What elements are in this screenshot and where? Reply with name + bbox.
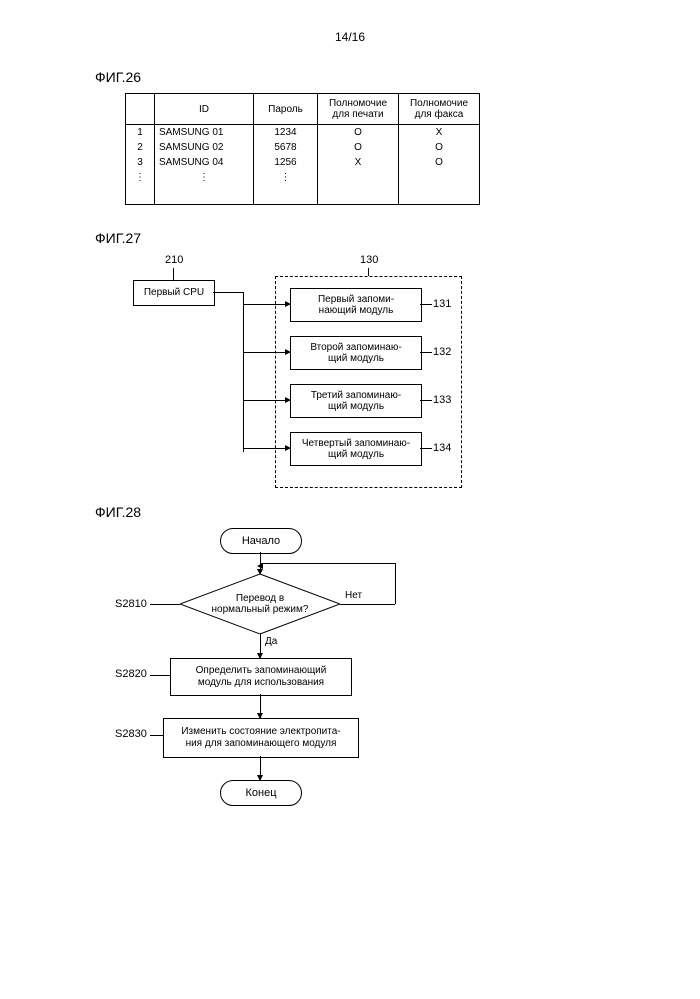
leader-line (420, 304, 432, 305)
connector (243, 352, 290, 353)
cell (399, 170, 480, 205)
decision-text: Перевод в нормальный режим? (180, 574, 340, 634)
cell: ⋮ (126, 170, 155, 205)
cell: 1234 (254, 125, 318, 141)
col-print-header: Полномочие для печати (318, 94, 399, 125)
cell: SAMSUNG 04 (155, 155, 254, 170)
connector (243, 448, 290, 449)
connector (243, 292, 244, 452)
col-password-header: Пароль (254, 94, 318, 125)
cell: O (318, 125, 399, 141)
cell: SAMSUNG 02 (155, 140, 254, 155)
leader-line (150, 604, 180, 605)
leader-line (420, 448, 432, 449)
arrowhead-left-icon (257, 563, 263, 569)
connector (260, 634, 261, 658)
no-label: Нет (345, 590, 362, 601)
fig26-table: ID Пароль Полномочие для печати Полномоч… (125, 93, 700, 205)
connector (213, 292, 243, 293)
end-terminator: Конец (220, 780, 302, 806)
fig26-label: ФИГ.26 (95, 69, 700, 85)
memory-module-3: Третий запоминаю- щий модуль (290, 384, 422, 418)
connector (260, 563, 396, 564)
step-s2830-label: S2830 (115, 728, 147, 740)
col-id-header: ID (155, 94, 254, 125)
cell: 1 (126, 125, 155, 141)
connector (260, 756, 261, 780)
memory-module-4: Четвертый запоминаю- щий модуль (290, 432, 422, 466)
connector (243, 400, 290, 401)
table-row: 2 SAMSUNG 02 5678 O O (126, 140, 480, 155)
ref-134: 134 (433, 442, 451, 454)
mem-group-ref: 130 (360, 254, 378, 266)
leader-line (368, 268, 369, 276)
memory-module-1: Первый запоми- нающий модуль (290, 288, 422, 322)
fig27-label: ФИГ.27 (95, 230, 700, 246)
step-s2820-label: S2820 (115, 668, 147, 680)
cell: 1256 (254, 155, 318, 170)
step-s2810-label: S2810 (115, 598, 147, 610)
cell: X (399, 125, 480, 141)
cell: 5678 (254, 140, 318, 155)
cell: O (399, 140, 480, 155)
cell: ⋮ (155, 170, 254, 205)
table-row: 3 SAMSUNG 04 1256 X O (126, 155, 480, 170)
fig28-flowchart: Начало Перевод в нормальный режим? S2810… (115, 528, 700, 848)
fig28-label: ФИГ.28 (95, 504, 700, 520)
cell (318, 170, 399, 205)
page-number: 14/16 (0, 0, 700, 44)
leader-line (420, 352, 432, 353)
connector (395, 563, 396, 604)
cell: O (318, 140, 399, 155)
cell: 3 (126, 155, 155, 170)
table-row: 1 SAMSUNG 01 1234 O X (126, 125, 480, 141)
cell: SAMSUNG 01 (155, 125, 254, 141)
connector (243, 304, 290, 305)
connector (260, 694, 261, 718)
yes-label: Да (265, 636, 277, 647)
ref-133: 133 (433, 394, 451, 406)
ref-131: 131 (433, 298, 451, 310)
step-s2830: Изменить состояние электропита- ния для … (163, 718, 359, 758)
cpu-box: Первый CPU (133, 280, 215, 306)
ref-132: 132 (433, 346, 451, 358)
cell: X (318, 155, 399, 170)
col-fax-header: Полномочие для факса (399, 94, 480, 125)
leader-line (150, 675, 170, 676)
cpu-ref: 210 (165, 254, 183, 266)
leader-line (150, 735, 163, 736)
leader-line (173, 268, 174, 280)
cell: O (399, 155, 480, 170)
table-ellipsis-row: ⋮ ⋮ ⋮ (126, 170, 480, 205)
start-terminator: Начало (220, 528, 302, 554)
col-index-header (126, 94, 155, 125)
connector (340, 604, 395, 605)
step-s2820: Определить запоминающий модуль для испол… (170, 658, 352, 696)
cell: ⋮ (254, 170, 318, 205)
memory-module-2: Второй запоминаю- щий модуль (290, 336, 422, 370)
cell: 2 (126, 140, 155, 155)
fig27-diagram: 210 Первый CPU 130 Первый запоми- нающий… (115, 254, 700, 499)
leader-line (420, 400, 432, 401)
